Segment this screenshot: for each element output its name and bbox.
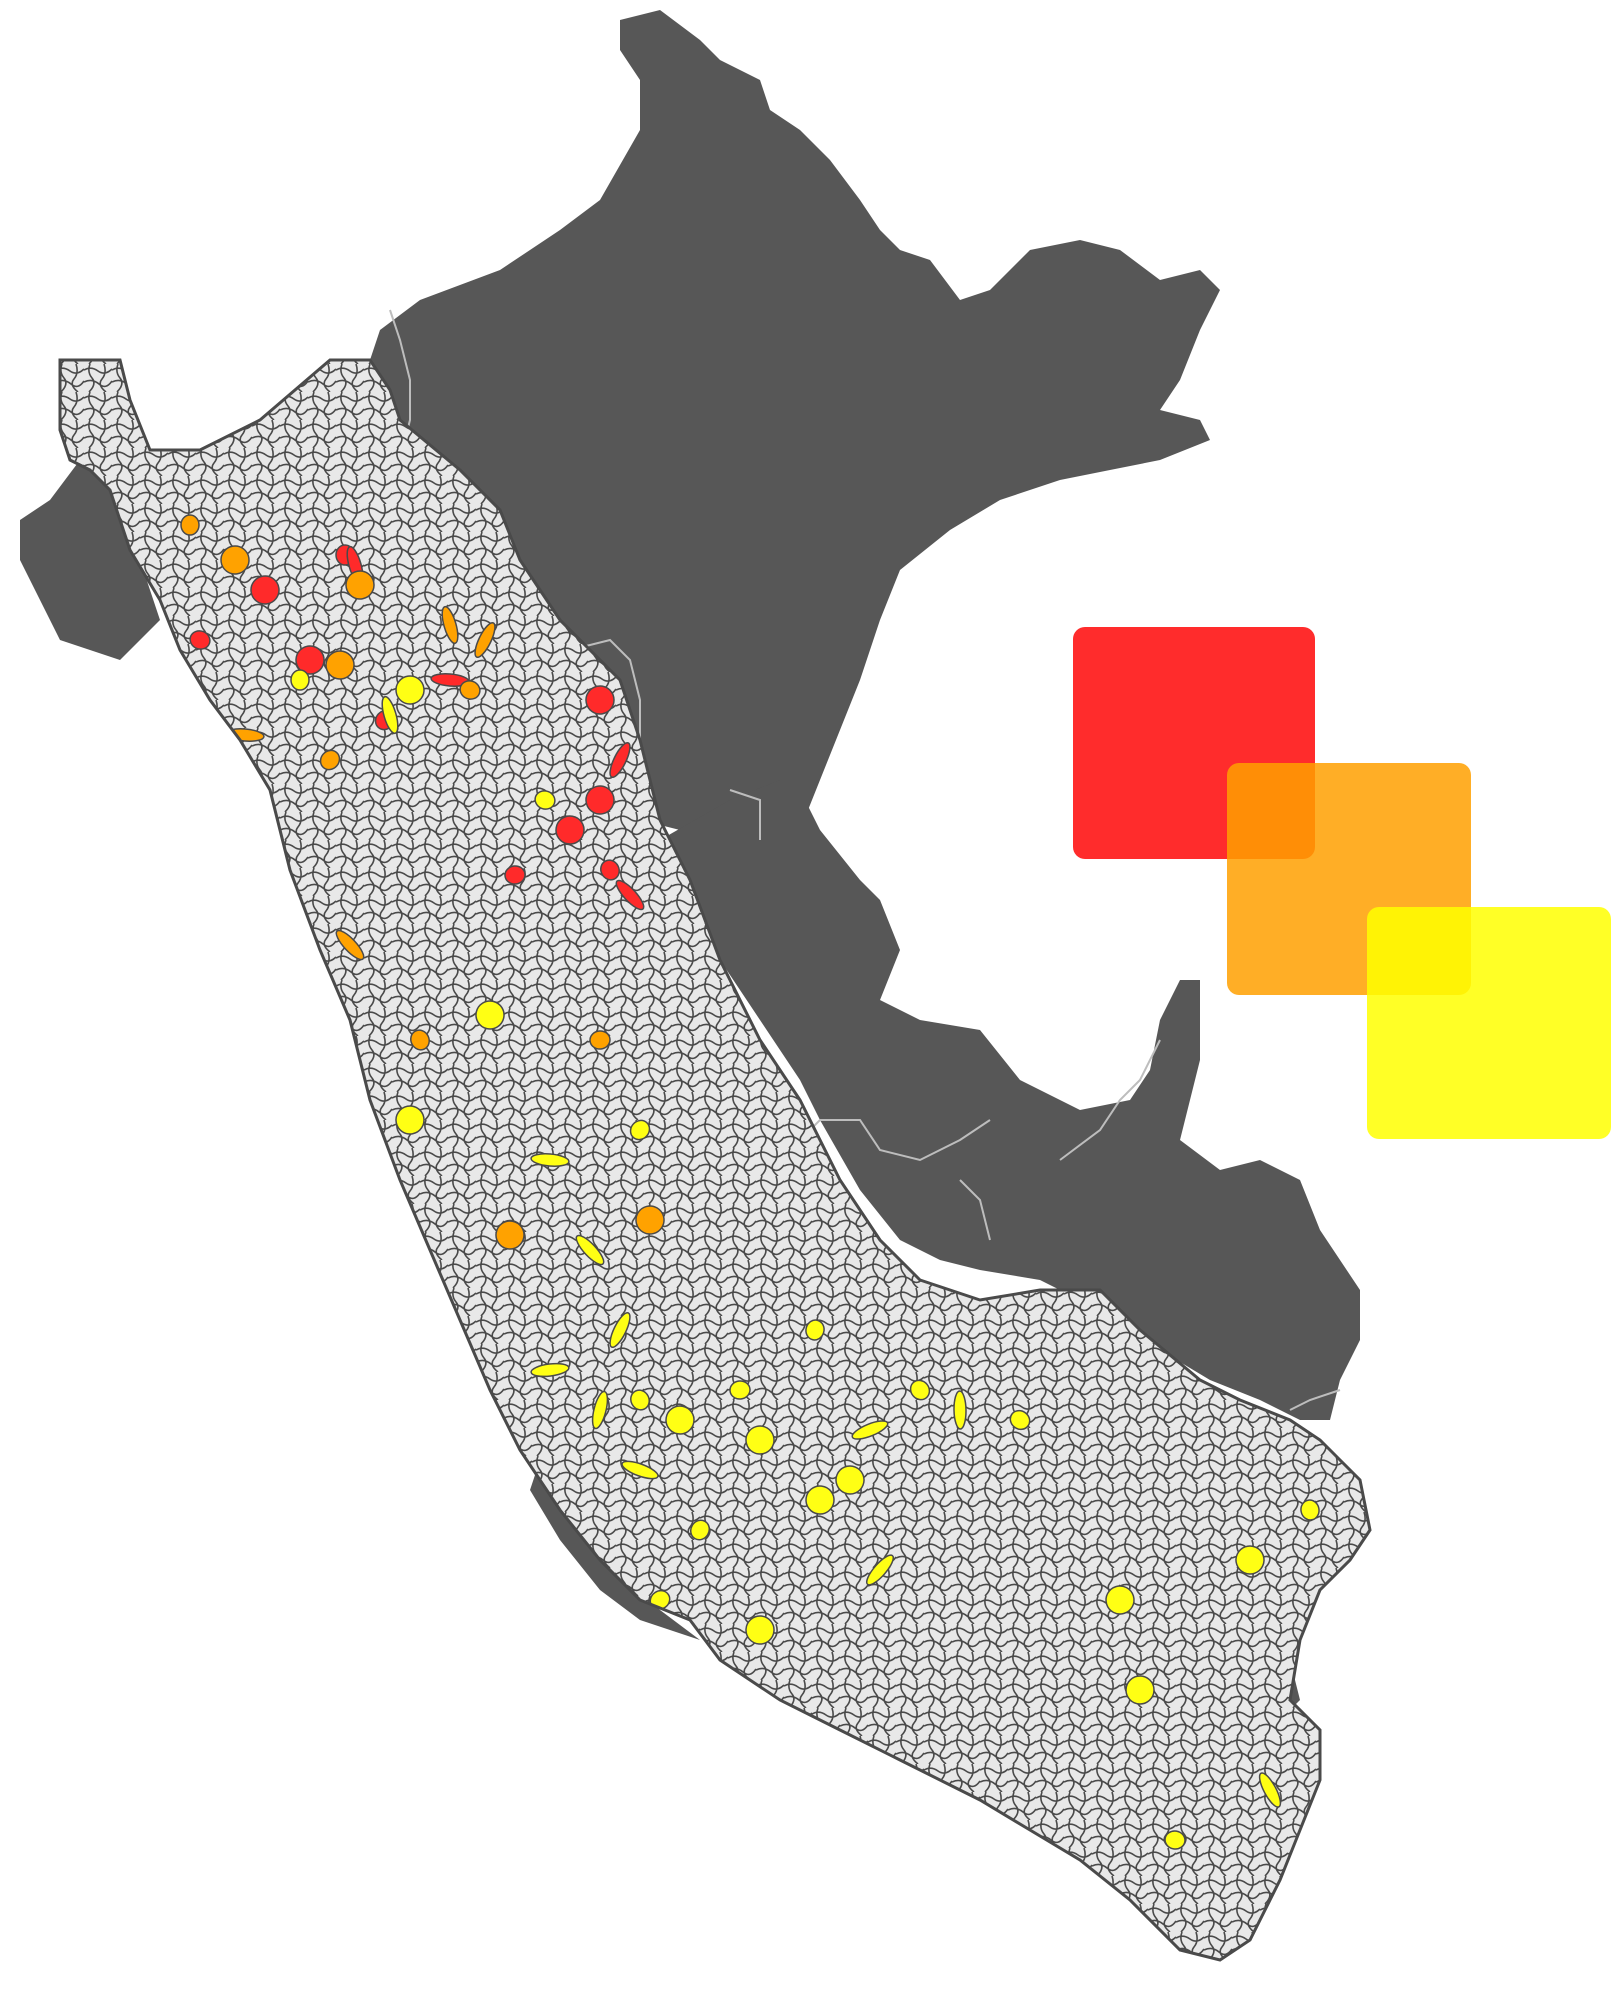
district-low bbox=[745, 1615, 775, 1645]
district-low bbox=[729, 1380, 751, 1400]
district-medium bbox=[319, 749, 341, 771]
district-low bbox=[395, 675, 425, 705]
district-high bbox=[615, 879, 645, 911]
district-high bbox=[250, 575, 280, 605]
district-low bbox=[665, 1405, 695, 1435]
district-low bbox=[1164, 1830, 1186, 1850]
andes-outline bbox=[58, 358, 1372, 1962]
district-low bbox=[689, 1519, 711, 1541]
district-medium bbox=[410, 1029, 430, 1051]
district-medium bbox=[325, 650, 355, 680]
district-medium bbox=[180, 514, 200, 536]
highlighted-districts bbox=[180, 514, 1320, 1850]
district-medium bbox=[474, 621, 496, 659]
district-low bbox=[591, 1390, 609, 1430]
district-high bbox=[555, 815, 585, 845]
district-low bbox=[805, 1485, 835, 1515]
district-low bbox=[381, 695, 399, 735]
district-low bbox=[745, 1425, 775, 1455]
district-high bbox=[585, 785, 615, 815]
district-low bbox=[1105, 1585, 1135, 1615]
district-low bbox=[534, 790, 556, 810]
district-low bbox=[851, 1420, 889, 1440]
district-low bbox=[575, 1234, 605, 1266]
district-low bbox=[1009, 1409, 1031, 1431]
district-low bbox=[1300, 1499, 1320, 1521]
district-low bbox=[530, 1362, 570, 1378]
district-medium bbox=[589, 1030, 611, 1050]
district-medium bbox=[345, 570, 375, 600]
district-high bbox=[609, 741, 631, 779]
district-medium bbox=[441, 605, 459, 645]
region-coast-north bbox=[20, 460, 160, 660]
district-high bbox=[295, 645, 325, 675]
district-medium bbox=[459, 680, 481, 700]
district-low bbox=[865, 1554, 895, 1586]
district-low bbox=[1125, 1675, 1155, 1705]
district-low bbox=[530, 1153, 570, 1167]
district-medium bbox=[220, 545, 250, 575]
district-medium bbox=[335, 929, 365, 961]
district-low bbox=[630, 1389, 650, 1411]
district-high bbox=[600, 859, 620, 881]
district-low bbox=[621, 1460, 659, 1480]
district-low bbox=[953, 1390, 967, 1430]
district-low bbox=[629, 1119, 651, 1141]
district-low bbox=[835, 1465, 865, 1495]
district-medium bbox=[635, 1205, 665, 1235]
district-low bbox=[609, 1311, 631, 1349]
district-high bbox=[189, 630, 211, 650]
district-low bbox=[290, 669, 310, 691]
district-low bbox=[1235, 1545, 1265, 1575]
district-high bbox=[504, 865, 526, 885]
region-ucayali-madre bbox=[660, 780, 1360, 1420]
district-medium bbox=[495, 1220, 525, 1250]
district-low bbox=[909, 1379, 931, 1401]
district-low bbox=[805, 1319, 825, 1341]
district-high bbox=[585, 685, 615, 715]
district-low bbox=[395, 1105, 425, 1135]
district-low bbox=[475, 1000, 505, 1030]
legend-square-yellow bbox=[1367, 907, 1611, 1139]
district-low bbox=[1258, 1772, 1282, 1808]
